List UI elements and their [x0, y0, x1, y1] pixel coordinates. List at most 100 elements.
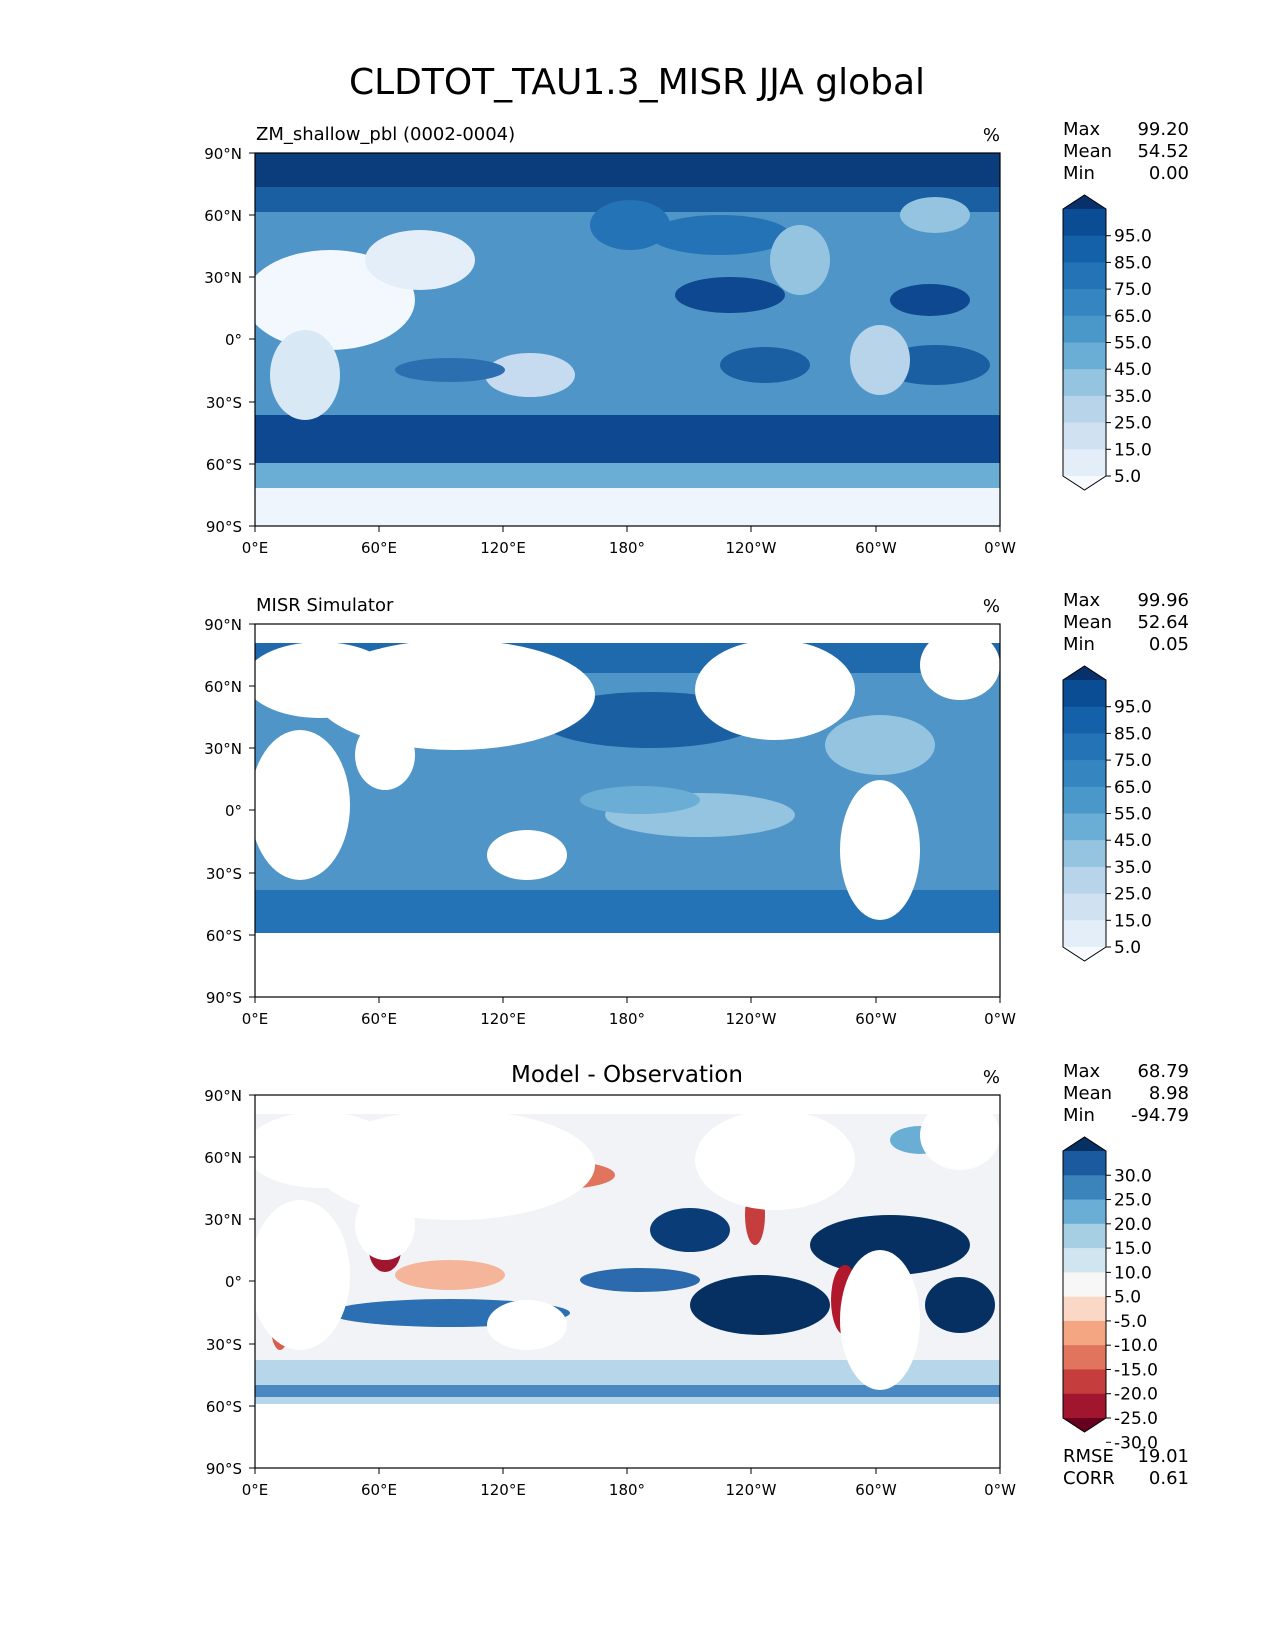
colorbar-swatch [1063, 760, 1106, 788]
y-tick-label: 60°S [206, 1398, 242, 1416]
x-tick-label: 120°W [726, 539, 777, 557]
x-tick-label: 60°W [855, 539, 897, 557]
colorbar-extend-max [1063, 666, 1106, 680]
colorbar-tick-label: 35.0 [1114, 858, 1152, 878]
colorbar-swatch [1063, 706, 1106, 734]
colorbar-tick-label: 85.0 [1114, 253, 1152, 273]
y-tick-label: 60°N [204, 678, 242, 696]
x-tick-label: 0°W [984, 1010, 1016, 1028]
figure-title: CLDTOT_TAU1.3_MISR JJA global [349, 62, 925, 103]
y-axis: 90°N 60°N 30°N 0° 30°S 60°S 90°S [204, 145, 255, 536]
colorbar-tick-label: 10.0 [1114, 1263, 1152, 1283]
colorbar-tick-label: 65.0 [1114, 778, 1152, 798]
colorbar-swatch [1063, 262, 1106, 290]
panel-title-center: Model - Observation [511, 1062, 743, 1088]
colorbar-tick-label: 95.0 [1114, 698, 1152, 718]
stat-label: Mean [1063, 1083, 1112, 1104]
x-axis: 0°E 60°E 120°E 180° 120°W 60°W 0°W [242, 526, 1016, 557]
colorbar-tick-label: 15.0 [1114, 1239, 1152, 1259]
y-tick-label: 90°S [206, 1460, 242, 1478]
y-tick-label: 30°N [204, 1211, 242, 1229]
panel-units: % [983, 125, 1000, 146]
colorbar-tick-label: 20.0 [1114, 1215, 1152, 1235]
panel-model: ZM_shallow_pbl (0002-0004) % [204, 119, 1189, 557]
stat-label: Mean [1063, 141, 1112, 162]
x-tick-label: 120°E [480, 1481, 526, 1499]
stat-value: 54.52 [1137, 141, 1189, 162]
y-axis: 90°N 60°N 30°N 0° 30°S 60°S 90°S [204, 616, 255, 1007]
colorbar-swatch [1063, 235, 1106, 263]
colorbar-tick-label: -5.0 [1114, 1312, 1147, 1332]
colorbar-tick-label: -20.0 [1114, 1385, 1158, 1405]
colorbar-tick-label: 75.0 [1114, 280, 1152, 300]
x-tick-label: 0°E [242, 1010, 269, 1028]
metric-label: CORR [1063, 1468, 1115, 1489]
stat-value: 0.00 [1149, 163, 1189, 184]
colorbar-tick-label: 5.0 [1114, 938, 1141, 958]
colorbar-swatch [1063, 422, 1106, 450]
colorbar-swatch [1063, 1320, 1106, 1346]
colorbar-swatch [1063, 680, 1106, 708]
colorbar-tick-label: -25.0 [1114, 1409, 1158, 1429]
y-tick-label: 90°N [204, 1087, 242, 1105]
y-tick-label: 60°N [204, 207, 242, 225]
colorbar-tick-label: 25.0 [1114, 885, 1152, 905]
y-tick-label: 0° [225, 1273, 242, 1291]
x-tick-label: 0°E [242, 539, 269, 557]
stat-value: 0.05 [1149, 634, 1189, 655]
colorbar-tick-label: 15.0 [1114, 911, 1152, 931]
colorbar-tick-label: -30.0 [1114, 1433, 1158, 1453]
colorbar-tick-label: 45.0 [1114, 831, 1152, 851]
x-tick-label: 0°W [984, 539, 1016, 557]
colorbar-tick-label: 5.0 [1114, 1288, 1141, 1308]
y-tick-label: 60°N [204, 1149, 242, 1167]
metric-value: 0.61 [1149, 1468, 1189, 1489]
stats-block: Max 68.79 Mean 8.98 Min -94.79 [1063, 1061, 1189, 1126]
stat-value: 52.64 [1137, 612, 1189, 633]
colorbar-tick-label: 45.0 [1114, 360, 1152, 380]
colorbar-swatch [1063, 395, 1106, 424]
stat-value: 99.20 [1137, 119, 1189, 140]
x-tick-label: 60°W [855, 1481, 897, 1499]
colorbar-tick-label: 30.0 [1114, 1166, 1152, 1186]
y-tick-label: 60°S [206, 927, 242, 945]
colorbar-difference: 30.0 25.0 20.0 15.0 10.0 5.0 -5.0 -10.0 -15.0 -20… [1062, 1136, 1158, 1453]
colorbar-swatch [1063, 315, 1106, 343]
stat-label: Max [1063, 119, 1101, 140]
x-tick-label: 180° [609, 1481, 645, 1499]
x-tick-label: 180° [609, 1010, 645, 1028]
panel-difference: Model - Observation % [204, 1061, 1189, 1499]
colorbar-extend-max [1063, 1137, 1106, 1151]
stat-label: Min [1063, 634, 1095, 655]
colorbar-model: 95.0 85.0 75.0 65.0 55.0 45.0 35.0 25.0 15.0 5.0 [1062, 194, 1152, 491]
x-tick-label: 60°E [361, 539, 397, 557]
metrics-block: RMSE 19.01 CORR 0.61 [1063, 1446, 1189, 1489]
colorbar-tick-label: 25.0 [1114, 414, 1152, 434]
stat-value: 8.98 [1149, 1083, 1189, 1104]
stat-value: 68.79 [1137, 1061, 1189, 1082]
colorbar-tick-label: 75.0 [1114, 751, 1152, 771]
y-tick-label: 60°S [206, 456, 242, 474]
panel-observation: MISR Simulator % [204, 590, 1189, 1028]
colorbar-swatch [1063, 1248, 1106, 1273]
colorbar-swatch [1063, 1272, 1106, 1298]
map-field-model [255, 153, 1000, 526]
panel-units: % [983, 1067, 1000, 1088]
y-tick-label: 30°S [206, 394, 242, 412]
metric-value: 19.01 [1137, 1446, 1189, 1467]
stats-block: Max 99.20 Mean 54.52 Min 0.00 [1063, 119, 1189, 184]
x-tick-label: 120°W [726, 1010, 777, 1028]
colorbar-swatch [1063, 1369, 1106, 1395]
x-tick-label: 180° [609, 539, 645, 557]
colorbar-tick-label: 15.0 [1114, 440, 1152, 460]
metric-label: RMSE [1063, 1446, 1114, 1467]
x-axis: 0°E 60°E 120°E 180° 120°W 60°W 0°W [242, 997, 1016, 1028]
y-tick-label: 30°S [206, 865, 242, 883]
y-axis: 90°N 60°N 30°N 0° 30°S 60°S 90°S [204, 1087, 255, 1478]
colorbar-swatch [1063, 1393, 1106, 1419]
x-tick-label: 120°E [480, 539, 526, 557]
x-tick-label: 60°E [361, 1010, 397, 1028]
colorbar-extend-min [1063, 476, 1106, 490]
colorbar-tick-label: 5.0 [1114, 467, 1141, 487]
